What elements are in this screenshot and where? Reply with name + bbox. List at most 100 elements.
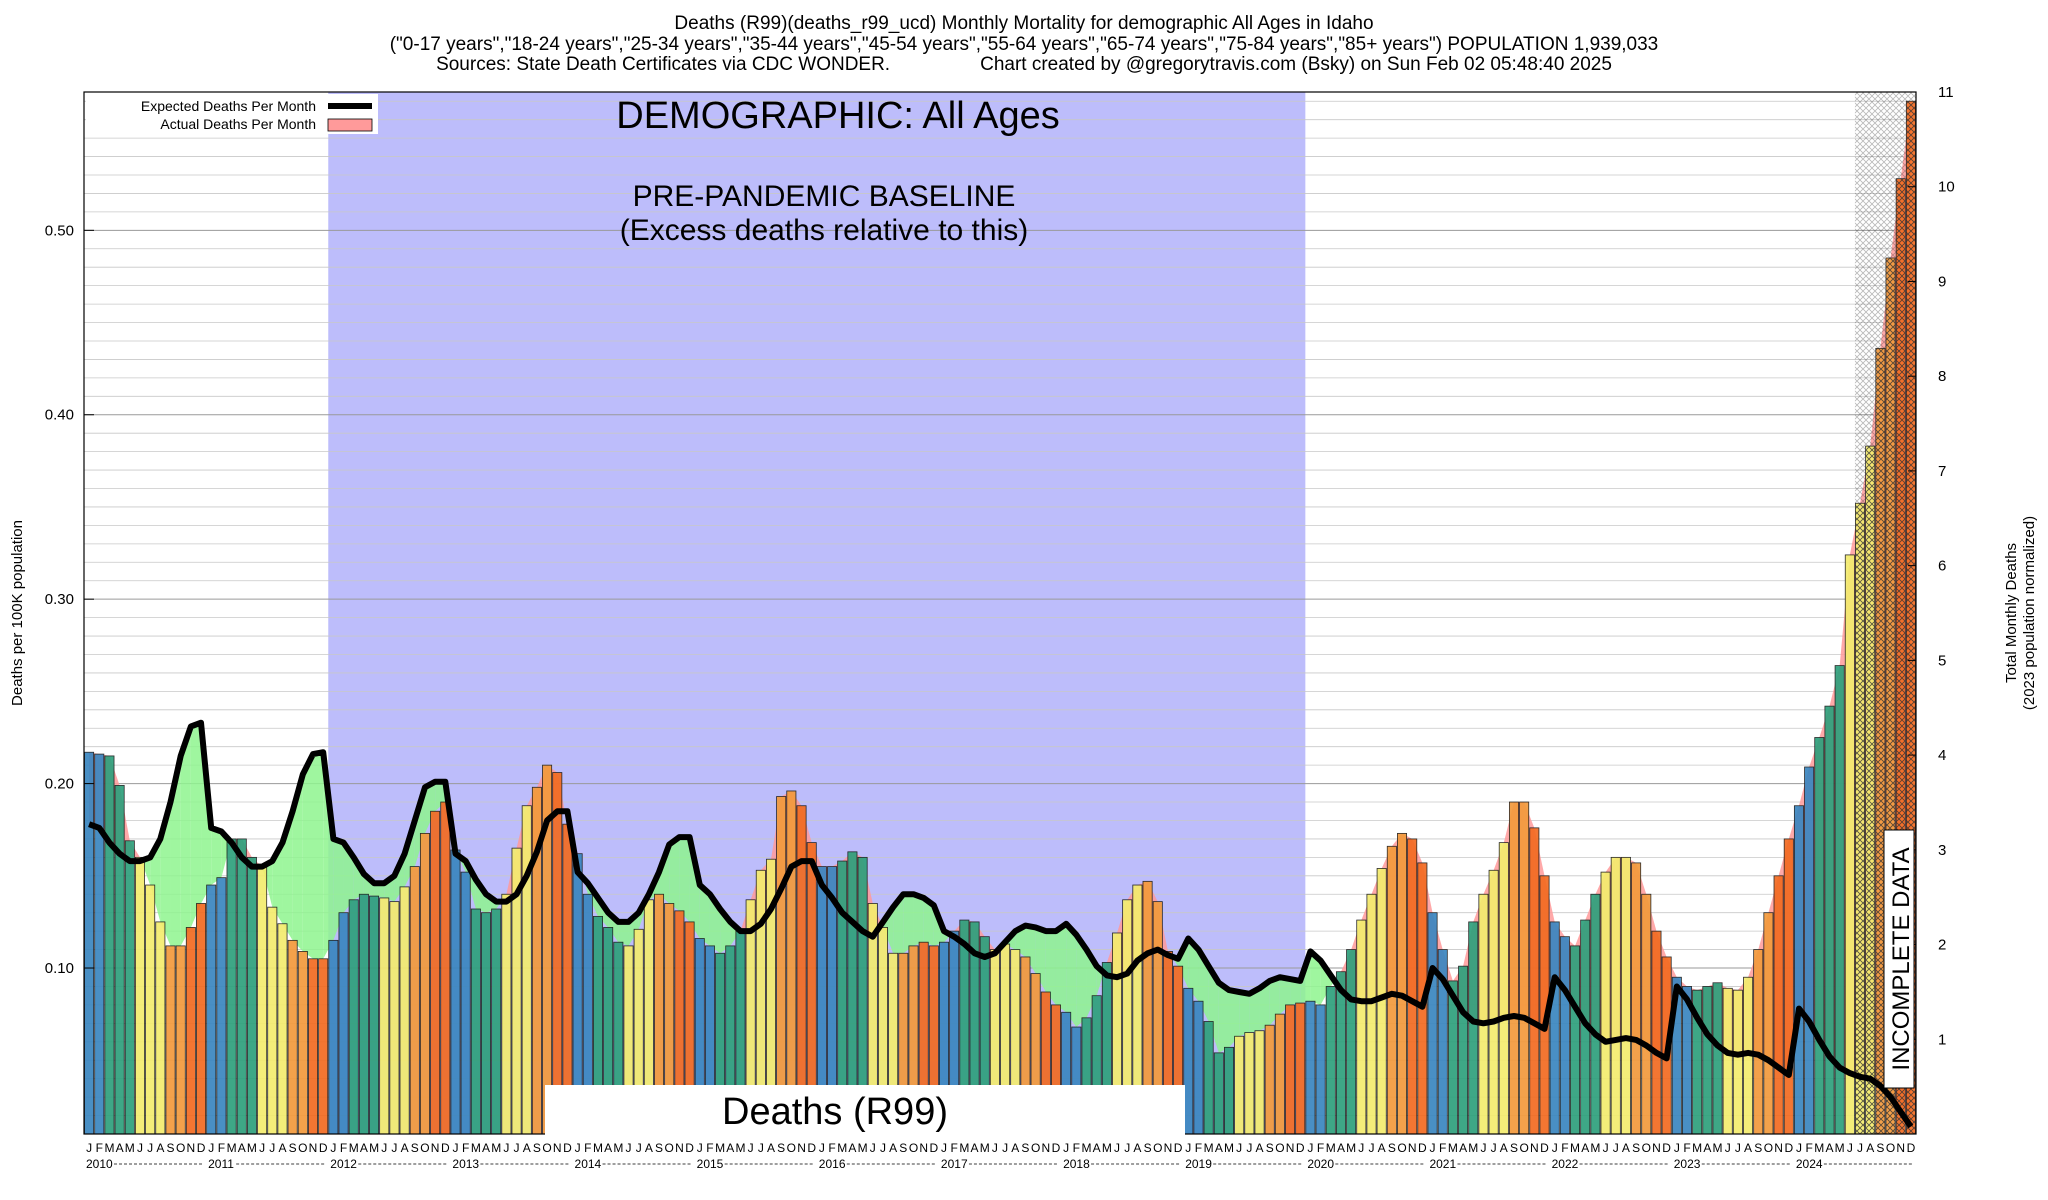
deficit-area [699, 885, 710, 946]
month-tick-label: F [1195, 1141, 1202, 1155]
actual-bar [1620, 856, 1631, 1135]
actual-bar [1722, 987, 1733, 1135]
actual-bar [1213, 1052, 1224, 1135]
deficit-area [323, 752, 334, 959]
actual-bar [1468, 921, 1479, 1135]
y-tick-label: 0.50 [45, 222, 74, 239]
year-label: 2012 [330, 1157, 357, 1171]
actual-bar [1529, 827, 1540, 1135]
actual-bar [1407, 838, 1418, 1135]
month-tick-label: O [176, 1141, 185, 1155]
month-tick-label: A [1866, 1141, 1874, 1155]
baseline-annotation-line1: PRE-PANDEMIC BASELINE [633, 180, 1016, 213]
month-tick-label: F [218, 1141, 225, 1155]
deficit-area [1310, 951, 1321, 1005]
month-tick-label: M [858, 1141, 868, 1155]
month-tick-label: J [748, 1141, 754, 1155]
month-tick-label: N [1774, 1141, 1783, 1155]
month-tick-label: M [1204, 1141, 1214, 1155]
actual-bar [1559, 936, 1570, 1135]
month-tick-label: D [441, 1141, 450, 1155]
actual-bar [257, 866, 268, 1135]
month-tick-label: O [420, 1141, 429, 1155]
month-tick-label: N [553, 1141, 562, 1155]
month-tick-label: A [1825, 1141, 1833, 1155]
month-tick-label: A [971, 1141, 979, 1155]
actual-bar [94, 753, 105, 1135]
month-tick-label: D [1174, 1141, 1183, 1155]
actual-bar [1641, 893, 1652, 1135]
month-tick-label: D [1907, 1141, 1916, 1155]
month-tick-label: J [870, 1141, 876, 1155]
y2-tick-label: 9 [1938, 273, 1946, 290]
y2-tick-label: 6 [1938, 558, 1946, 575]
actual-bar [1783, 838, 1794, 1135]
month-tick-label: S [777, 1141, 785, 1155]
actual-bar [1804, 766, 1815, 1135]
month-tick-label: M [1590, 1141, 1600, 1155]
month-tick-label: J [381, 1141, 387, 1155]
actual-bar [1824, 705, 1835, 1135]
actual-bar [1285, 1004, 1296, 1135]
year-label: 2024 [1796, 1157, 1823, 1171]
actual-bar [196, 903, 207, 1135]
month-tick-label: M [104, 1141, 114, 1155]
month-tick-label: M [1082, 1141, 1092, 1155]
month-tick-label: D [1296, 1141, 1305, 1155]
month-tick-label: S [1754, 1141, 1762, 1155]
month-tick-label: N [187, 1141, 196, 1155]
month-tick-label: D [1662, 1141, 1671, 1155]
month-tick-label: J [575, 1141, 581, 1155]
month-tick-label: S [411, 1141, 419, 1155]
month-tick-label: S [1632, 1141, 1640, 1155]
actual-bar [369, 895, 380, 1135]
month-tick-label: O [665, 1141, 674, 1155]
deficit-area [923, 897, 934, 946]
month-tick-label: A [1581, 1141, 1589, 1155]
month-tick-label: S [1388, 1141, 1396, 1155]
actual-bar [419, 832, 430, 1135]
year-label: 2022 [1552, 1157, 1579, 1171]
month-tick-label: J [1124, 1141, 1130, 1155]
actual-bar [338, 912, 349, 1135]
actual-bar [1773, 875, 1784, 1135]
actual-bar [104, 755, 115, 1135]
month-tick-label: J [626, 1141, 632, 1155]
year-label: 2010 [86, 1157, 113, 1171]
month-tick-label: S [167, 1141, 175, 1155]
actual-bar [1386, 845, 1397, 1135]
month-tick-label: J [269, 1141, 275, 1155]
deficit-area [414, 787, 425, 867]
sources-text: Sources: State Death Certificates via CD… [436, 54, 891, 75]
deficit-area [150, 838, 161, 922]
demographic-annotation: DEMOGRAPHIC: All Ages [616, 95, 1059, 137]
actual-bar [1600, 871, 1611, 1135]
month-tick-label: J [1002, 1141, 1008, 1155]
month-tick-label: J [137, 1141, 143, 1155]
month-tick-label: M [369, 1141, 379, 1155]
month-tick-label: A [278, 1141, 286, 1155]
month-tick-label: J [452, 1141, 458, 1155]
deficit-area [313, 752, 324, 959]
deficit-area [1178, 938, 1189, 989]
chart-subtitle: ("0-17 years","18-24 years","25-34 years… [389, 34, 1659, 55]
deficit-area [1229, 990, 1240, 1048]
actual-bar [1295, 1002, 1306, 1135]
deficit-area [343, 842, 354, 913]
deficit-area [679, 837, 690, 922]
deficit-area [272, 842, 283, 924]
month-tick-label: F [462, 1141, 469, 1155]
actual-bar [84, 751, 95, 1135]
month-tick-label: N [309, 1141, 318, 1155]
credit-text: Chart created by @gregorytravis.com (Bsk… [980, 54, 1612, 75]
month-tick-label: A [401, 1141, 409, 1155]
year-label: 2018 [1063, 1157, 1090, 1171]
deficit-area [1208, 966, 1219, 1053]
y-tick-label: 0.20 [45, 776, 74, 793]
actual-bar [552, 772, 563, 1135]
month-tick-label: J [1735, 1141, 1741, 1155]
y-tick-label: 0.30 [45, 591, 74, 608]
month-tick-label: F [1683, 1141, 1690, 1155]
month-tick-label: A [1459, 1141, 1467, 1155]
year-label: 2013 [452, 1157, 479, 1171]
